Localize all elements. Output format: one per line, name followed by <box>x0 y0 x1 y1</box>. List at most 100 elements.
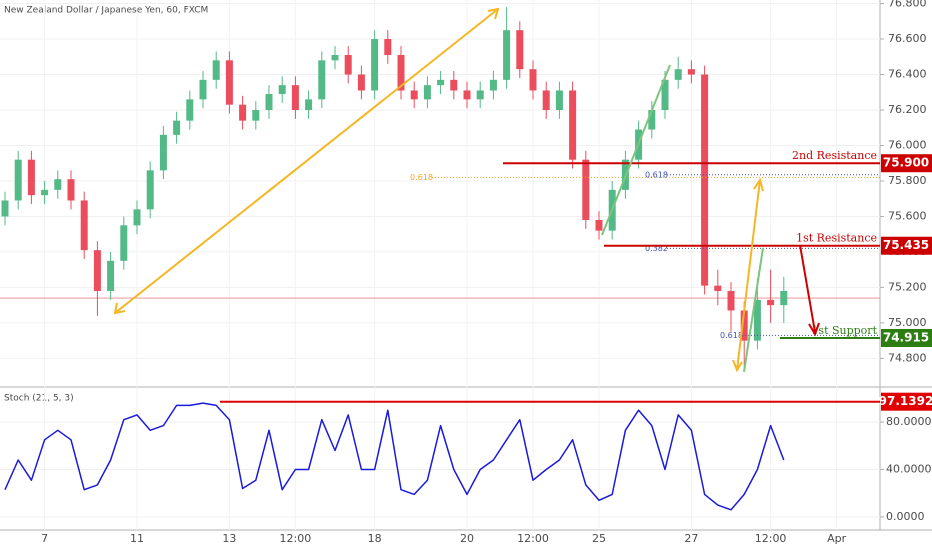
arrow-head <box>732 359 743 373</box>
candle-body <box>687 69 695 75</box>
price-badge <box>881 392 932 411</box>
candle-body <box>357 74 365 91</box>
candle-body <box>199 79 207 100</box>
level-label: 74.915 <box>883 330 929 344</box>
candle-body <box>173 120 181 135</box>
candle-body <box>397 55 405 91</box>
fib-label: 0.382 <box>645 244 668 253</box>
y-tick-label: 80.0000 <box>886 415 932 428</box>
price-badge <box>881 236 932 255</box>
candle-body <box>225 60 233 105</box>
fib-label: 0.618 <box>410 173 433 182</box>
candle-body <box>14 159 22 201</box>
candle-body <box>423 85 431 100</box>
candle-body <box>291 85 299 110</box>
candle-body <box>120 225 128 261</box>
candle-body <box>344 55 352 75</box>
candle-body <box>318 60 326 100</box>
candle-body <box>252 110 260 121</box>
y-tick-label: 76.600 <box>888 32 927 45</box>
candle-body <box>516 30 524 70</box>
projection-arrow <box>736 179 761 371</box>
chart-title: New Zealand Dollar / Japanese Yen, 60, F… <box>4 6 208 16</box>
candle-body <box>371 39 379 91</box>
candle-body <box>542 90 550 110</box>
candle-body <box>661 79 669 110</box>
candle-body <box>54 179 62 190</box>
level-name: 2nd Resistance <box>792 149 877 162</box>
candle-body <box>384 39 392 55</box>
candle-body <box>463 90 471 100</box>
candle-body <box>714 285 722 291</box>
target-arrow <box>799 244 816 333</box>
candle-body <box>212 60 220 80</box>
candle-body <box>529 69 537 91</box>
x-tick-label: 13 <box>222 532 236 545</box>
x-tick-label: 20 <box>460 532 474 545</box>
level-label: 75.900 <box>883 156 929 170</box>
candle-body <box>186 99 194 121</box>
y-tick-label: 0.0000 <box>886 510 925 523</box>
arrow-head <box>808 322 820 337</box>
y-tick-label: 40.0000 <box>886 462 932 475</box>
level-label: 75.435 <box>883 238 929 252</box>
candle-body <box>753 299 761 341</box>
level-name: 1st Support <box>811 324 877 337</box>
y-tick-label: 75.200 <box>888 280 927 293</box>
candle-body <box>27 159 35 196</box>
candle-body <box>780 290 788 306</box>
y-tick-label: 76.200 <box>888 103 927 116</box>
candle-body <box>727 290 735 311</box>
candle-body <box>159 134 167 171</box>
x-tick-label: 25 <box>592 532 606 545</box>
y-tick-label: 76.800 <box>888 0 927 10</box>
x-tick-label: 11 <box>130 532 144 545</box>
candle-body <box>767 299 775 306</box>
stoch-level-label: 97.1392 <box>879 394 932 408</box>
candle-body <box>503 30 511 80</box>
candle-body <box>569 90 577 160</box>
candle-body <box>648 110 656 130</box>
candle-body <box>476 90 484 100</box>
candle-body <box>701 74 709 286</box>
candle-body <box>489 79 497 91</box>
candle-body <box>437 79 445 86</box>
x-tick-label: 7 <box>41 532 48 545</box>
candle-body <box>67 179 75 201</box>
candle-body <box>146 170 154 210</box>
fib-label: 0.618 <box>645 170 668 179</box>
trend-arrow <box>114 8 499 314</box>
x-tick-label: 27 <box>684 532 698 545</box>
candle-body <box>133 209 141 226</box>
x-tick-label: Apr <box>827 532 847 545</box>
x-tick-label: 12:00 <box>280 532 312 545</box>
x-tick-label: 12:00 <box>517 532 549 545</box>
y-tick-label: 75.800 <box>888 174 927 187</box>
candle-body <box>239 104 247 121</box>
y-tick-label: 76.000 <box>888 138 927 151</box>
candle-body <box>582 159 590 220</box>
candle-body <box>107 260 115 291</box>
candle-body <box>41 189 49 196</box>
y-tick-label: 75.600 <box>888 209 927 222</box>
fib-label: 0.618 <box>720 331 743 340</box>
stoch-line <box>4 402 785 511</box>
x-tick-label: 12:00 <box>755 532 787 545</box>
candle-body <box>1 200 9 217</box>
candle-body <box>305 99 313 110</box>
candle-body <box>80 200 88 251</box>
swing-line <box>743 247 764 373</box>
candle-body <box>674 69 682 80</box>
y-tick-label: 75.000 <box>888 316 927 329</box>
swing-line <box>601 64 671 236</box>
level-name: 1st Resistance <box>796 232 877 245</box>
y-tick-label: 74.800 <box>888 351 927 364</box>
candle-body <box>265 94 273 110</box>
x-tick-label: 18 <box>368 532 382 545</box>
stoch-label: Stoch (21, 5, 3) <box>4 394 74 404</box>
candle-body <box>93 250 101 291</box>
candle-body <box>410 90 418 100</box>
